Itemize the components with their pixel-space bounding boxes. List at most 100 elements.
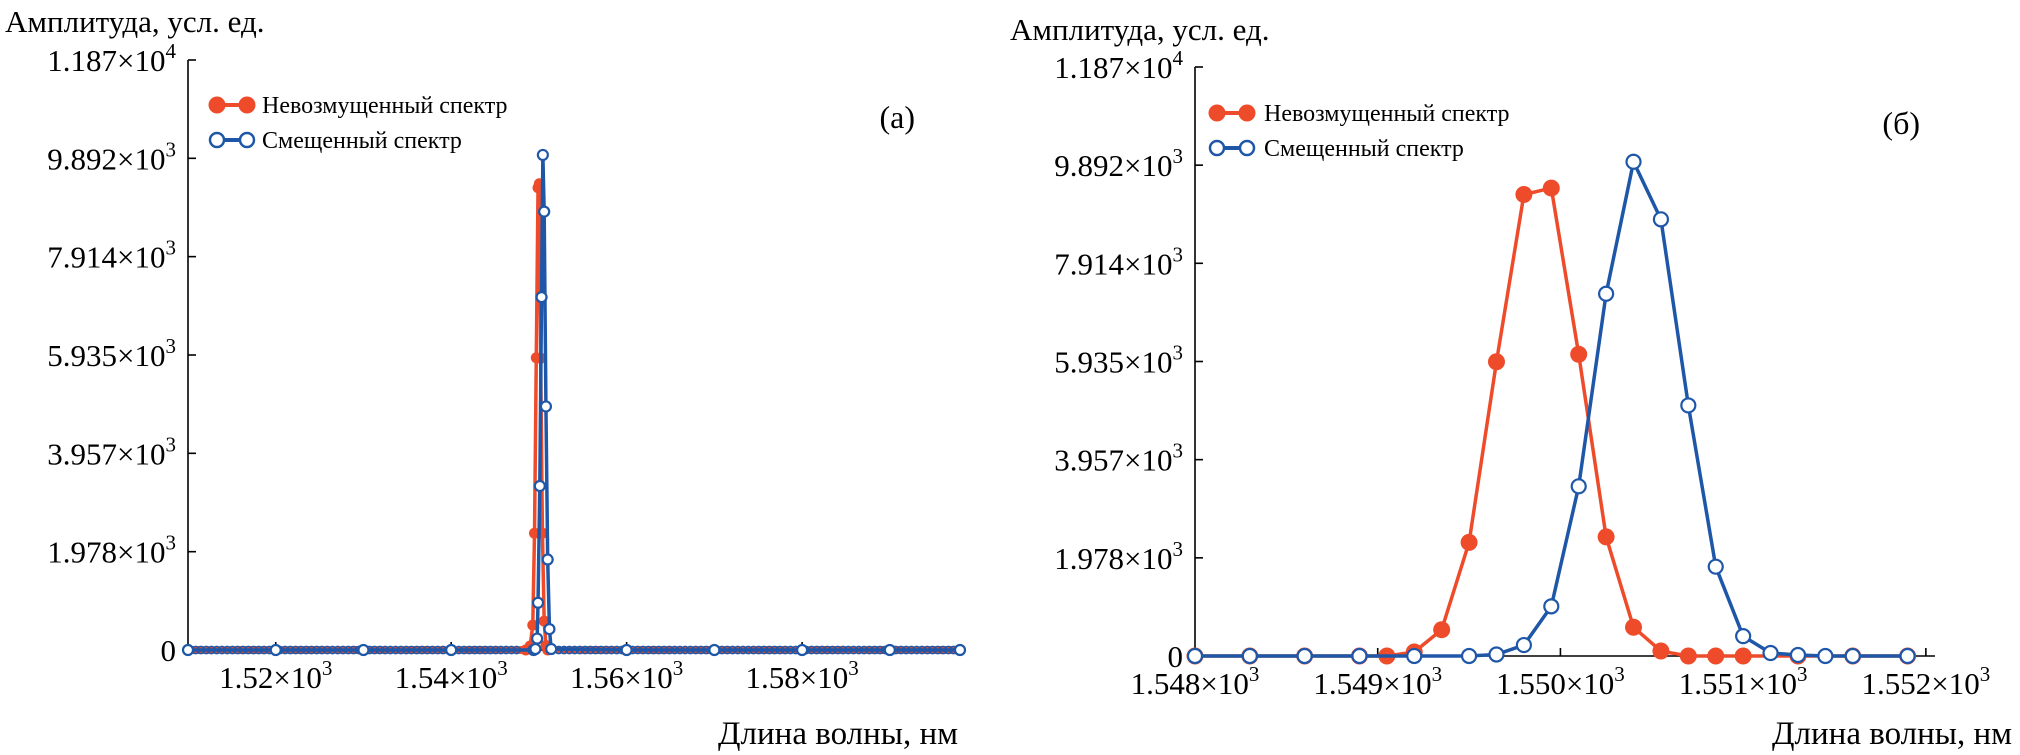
data-point [1351, 647, 1368, 665]
y-tick-label: 9.892×103 [47, 137, 176, 176]
data-point [1460, 647, 1478, 665]
legend-marker-unperturbed [238, 96, 256, 114]
data-point [533, 479, 546, 493]
data-point [686, 645, 695, 655]
y-tick-label: 3.957×103 [47, 432, 176, 471]
data-point [486, 645, 495, 655]
data-point [222, 645, 232, 655]
data-point [928, 645, 937, 655]
legend-item-shifted: Смещенный спектр [208, 128, 462, 154]
data-point [269, 643, 282, 657]
data-point [217, 645, 227, 655]
series-line-unperturbed [188, 182, 960, 652]
data-point [531, 596, 545, 609]
data-point [445, 643, 458, 657]
series-unperturbed [182, 178, 966, 656]
data-point [228, 645, 237, 655]
legend-label-shifted: Смещенный спектр [262, 128, 462, 154]
legend-label-shifted: Смещенный спектр [1264, 136, 1464, 162]
data-point [407, 645, 416, 655]
data-point [380, 645, 390, 655]
x-tick-label: 1.552×103 [1861, 662, 1990, 701]
data-point [333, 645, 343, 655]
panel-b-label: (б) [1882, 105, 1920, 141]
data-point [586, 645, 595, 655]
data-point [529, 642, 542, 656]
panel-a-legend: Невозмущенный спектр Смещенный спектр [208, 93, 508, 154]
data-point [1542, 179, 1560, 197]
legend-marker-shifted [238, 131, 256, 149]
legend-marker-unperturbed [1238, 104, 1256, 122]
data-point [1652, 642, 1670, 660]
data-point [1598, 285, 1615, 302]
data-point [396, 645, 406, 655]
data-point [233, 645, 243, 655]
data-point [828, 645, 837, 655]
series-line-unperturbed [1195, 186, 1908, 658]
data-point [575, 645, 585, 655]
data-point [1406, 647, 1423, 665]
data-point [1570, 478, 1587, 495]
y-tick-label: 1.978×103 [1054, 537, 1183, 576]
data-point [1844, 647, 1861, 665]
data-point [765, 645, 774, 655]
data-point [370, 645, 379, 655]
data-point [817, 645, 827, 655]
data-point [201, 645, 211, 655]
legend-label-unperturbed: Невозмущенный спектр [262, 93, 508, 119]
panel-b: Амплитуда, усл. ед. (б) Длина волны, нм … [1010, 12, 2012, 752]
data-point [1625, 153, 1642, 170]
data-point [859, 645, 869, 655]
data-point [638, 645, 648, 655]
y-tick-label: 1.187×104 [47, 39, 176, 78]
data-point [591, 645, 601, 655]
data-point [1789, 646, 1807, 664]
data-point [527, 619, 539, 631]
data-point [786, 645, 795, 655]
data-point [901, 645, 911, 655]
data-point [312, 645, 322, 655]
data-point [541, 553, 554, 566]
legend-marker-shifted [208, 131, 226, 149]
data-point [535, 290, 548, 304]
data-point [670, 645, 679, 655]
data-point [780, 645, 790, 655]
data-point [512, 645, 522, 655]
x-tick-label: 1.54×103 [395, 656, 508, 695]
data-point [691, 645, 701, 655]
data-point [536, 148, 549, 162]
legend-label-unperturbed: Невозмущенный спектр [1264, 101, 1510, 127]
panel-b-legend: Невозмущенный спектр Смещенный спектр [1208, 101, 1510, 162]
data-point [696, 645, 706, 655]
series-line-shifted [1195, 160, 1908, 658]
data-point [838, 645, 848, 655]
panel-b-plot-area [1186, 153, 1917, 665]
y-tick-label: 0 [161, 633, 177, 668]
data-point [1296, 647, 1313, 665]
data-point [943, 645, 953, 655]
data-point [401, 645, 411, 655]
data-point [243, 645, 253, 655]
data-point [1735, 628, 1752, 645]
data-point [775, 645, 785, 655]
data-point [643, 645, 653, 655]
data-point [1707, 558, 1724, 575]
data-point [938, 645, 948, 655]
x-tick-label: 1.56×103 [570, 656, 683, 695]
data-point [531, 632, 544, 645]
x-tick-label: 1.52×103 [219, 656, 332, 695]
data-point [654, 645, 664, 655]
panel-a-y-axis: 0 1.978×103 3.957×103 5.935×103 7.914×103 9.8… [47, 39, 196, 668]
data-point [1625, 618, 1643, 636]
data-point [612, 645, 622, 655]
series-line-shifted [188, 153, 960, 652]
x-tick-label: 1.549×103 [1313, 662, 1442, 701]
data-point [545, 642, 558, 656]
data-point [833, 645, 843, 655]
y-tick-label: 7.914×103 [1054, 242, 1183, 281]
data-point [953, 643, 967, 657]
y-tick-label: 1.978×103 [47, 531, 176, 570]
data-point [933, 645, 943, 655]
data-point [649, 645, 658, 655]
data-point [375, 645, 385, 655]
